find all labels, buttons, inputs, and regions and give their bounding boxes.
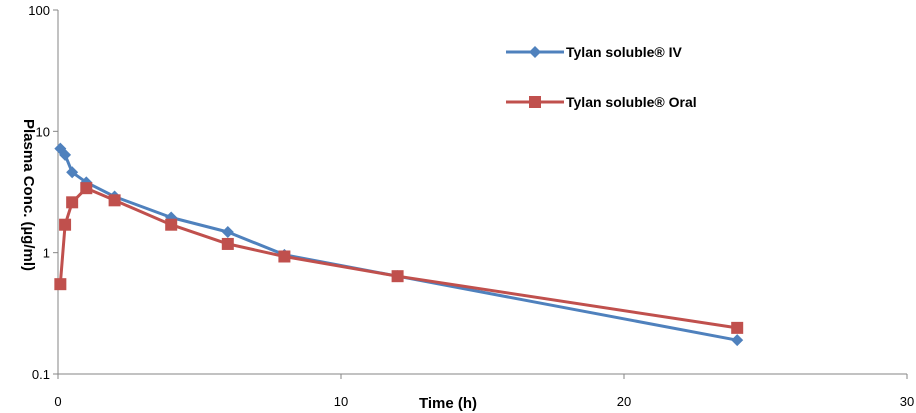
data-point-square — [221, 237, 234, 250]
series-layer — [54, 142, 744, 347]
x-tick-label: 20 — [617, 394, 631, 409]
legend-marker-diamond — [529, 46, 541, 58]
x-axis-title: Time (h) — [419, 395, 477, 412]
data-point-square — [391, 270, 404, 283]
legend-label: Tylan soluble® IV — [566, 44, 683, 60]
axes: 0.1 1 10 100 0 10 20 30 — [28, 3, 914, 409]
data-point-diamond — [221, 226, 234, 239]
data-point-square — [80, 182, 93, 195]
data-point-square — [731, 321, 744, 334]
legend: Tylan soluble® IV Tylan soluble® Oral — [506, 44, 697, 110]
x-tick-label: 30 — [900, 394, 914, 409]
data-point-square — [108, 194, 121, 207]
data-point-square — [278, 250, 291, 263]
legend-label: Tylan soluble® Oral — [566, 94, 697, 110]
y-tick-label: 0.1 — [32, 367, 50, 382]
data-point-square — [66, 196, 79, 209]
data-point-square — [59, 218, 72, 231]
series-1 — [54, 142, 744, 347]
data-point-square — [54, 278, 67, 291]
y-axis-title: Plasma Conc. (µg/ml) — [20, 119, 37, 271]
data-point-diamond — [59, 148, 72, 161]
x-tick-label: 0 — [54, 394, 61, 409]
legend-marker-square — [529, 96, 541, 108]
y-tick-label: 10 — [36, 124, 50, 139]
x-tick-label: 10 — [334, 394, 348, 409]
data-point-diamond — [66, 166, 79, 179]
data-point-diamond — [731, 334, 744, 347]
legend-item-1: Tylan soluble® IV — [506, 44, 683, 60]
series-2 — [54, 182, 744, 334]
y-tick-label: 1 — [43, 246, 50, 261]
y-tick-label: 100 — [28, 3, 50, 18]
series-line — [58, 186, 738, 330]
legend-item-2: Tylan soluble® Oral — [506, 94, 697, 110]
data-point-square — [165, 218, 178, 231]
